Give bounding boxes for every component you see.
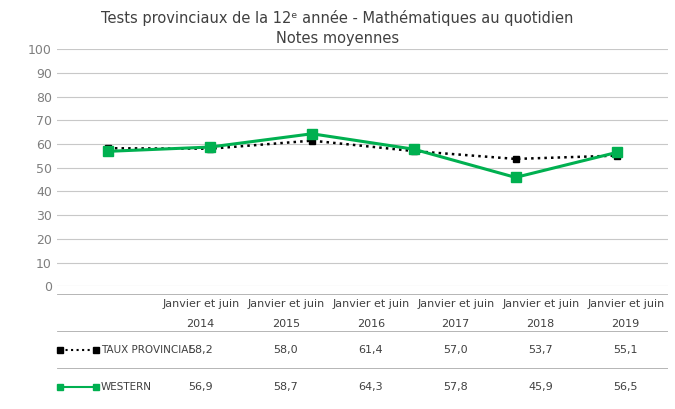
- Text: 2016: 2016: [356, 319, 385, 329]
- Text: 2014: 2014: [186, 319, 215, 329]
- Text: Janvier et juin: Janvier et juin: [162, 299, 240, 309]
- Text: TAUX PROVINCIAL: TAUX PROVINCIAL: [101, 345, 194, 355]
- Text: 58,0: 58,0: [273, 345, 298, 355]
- Text: Janvier et juin: Janvier et juin: [247, 299, 324, 309]
- Text: Janvier et juin: Janvier et juin: [332, 299, 409, 309]
- Text: 56,5: 56,5: [614, 382, 638, 391]
- Text: 56,9: 56,9: [188, 382, 213, 391]
- Text: 57,8: 57,8: [443, 382, 468, 391]
- Text: 45,9: 45,9: [529, 382, 553, 391]
- Text: 2015: 2015: [271, 319, 300, 329]
- Text: 61,4: 61,4: [358, 345, 383, 355]
- Text: 58,7: 58,7: [273, 382, 298, 391]
- Text: Janvier et juin: Janvier et juin: [587, 299, 664, 309]
- Text: 2019: 2019: [612, 319, 640, 329]
- Text: Janvier et juin: Janvier et juin: [417, 299, 494, 309]
- Text: 58,2: 58,2: [188, 345, 213, 355]
- Text: 2017: 2017: [441, 319, 470, 329]
- Text: 57,0: 57,0: [443, 345, 468, 355]
- Text: Janvier et juin: Janvier et juin: [502, 299, 579, 309]
- Text: WESTERN: WESTERN: [101, 382, 152, 391]
- Text: 64,3: 64,3: [358, 382, 383, 391]
- Text: Tests provinciaux de la 12ᵉ année - Mathématiques au quotidien
Notes moyennes: Tests provinciaux de la 12ᵉ année - Math…: [101, 10, 574, 46]
- Text: 2018: 2018: [526, 319, 555, 329]
- Text: 55,1: 55,1: [614, 345, 638, 355]
- Text: 53,7: 53,7: [529, 345, 553, 355]
